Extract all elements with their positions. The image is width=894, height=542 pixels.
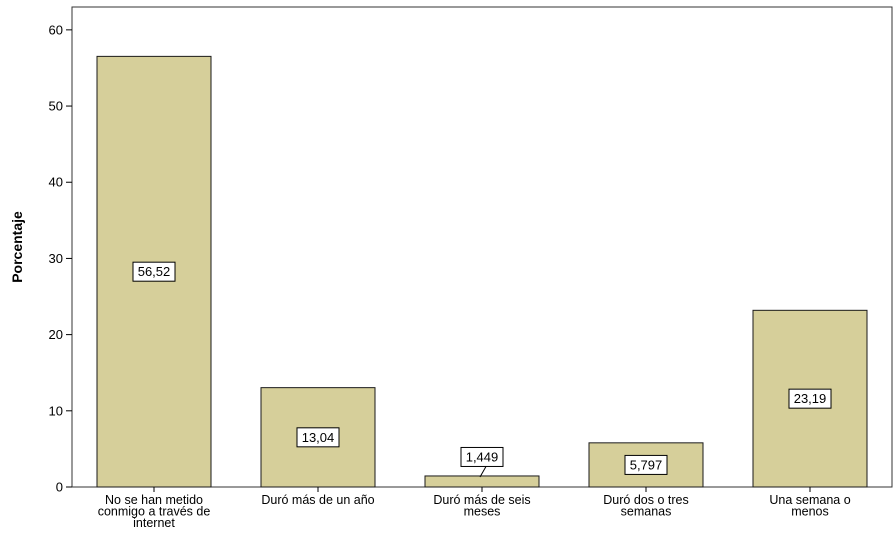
y-axis: 0 10 20 30 40 50 60 [49,22,72,495]
data-label-text: 1,449 [466,449,499,464]
y-tick-label: 10 [49,403,63,418]
data-label: 13,04 [296,427,340,448]
bar [424,475,540,488]
data-labels: 56,52 13,04 1,449 5,797 23,19 [132,261,832,478]
x-tick-label: Duró más de seis meses [433,493,530,519]
data-label-box [788,388,832,409]
data-label: 56,52 [132,261,176,282]
data-label: 1,449 [460,446,504,478]
x-tick-label: No se han metido conmigo a través de inter… [98,493,211,530]
data-label: 5,797 [624,454,668,475]
data-label-box [624,454,668,475]
data-label-text: 5,797 [630,457,663,472]
y-tick-label: 0 [56,480,63,495]
data-label-text: 56,52 [138,264,171,279]
data-label-box [460,446,504,467]
y-tick-label: 40 [49,175,63,190]
y-tick-label: 60 [49,22,63,37]
y-tick-label: 20 [49,327,63,342]
x-tick-label: Una semana o menos [769,493,850,519]
y-tick-label: 30 [49,251,63,266]
x-tick-label: Duró más de un año [261,493,374,507]
data-label-text: 23,19 [794,391,827,406]
data-label-box [296,427,340,448]
x-axis-labels: No se han metido conmigo a través de inter… [98,487,851,530]
x-tick-label: Duró dos o tres semanas [603,493,688,519]
data-label-text: 13,04 [302,430,335,445]
y-axis-title: Porcentaje [9,211,25,283]
data-label: 23,19 [788,388,832,409]
data-label-leader [479,466,487,478]
y-tick-label: 50 [49,99,63,114]
data-label-box [132,261,176,282]
